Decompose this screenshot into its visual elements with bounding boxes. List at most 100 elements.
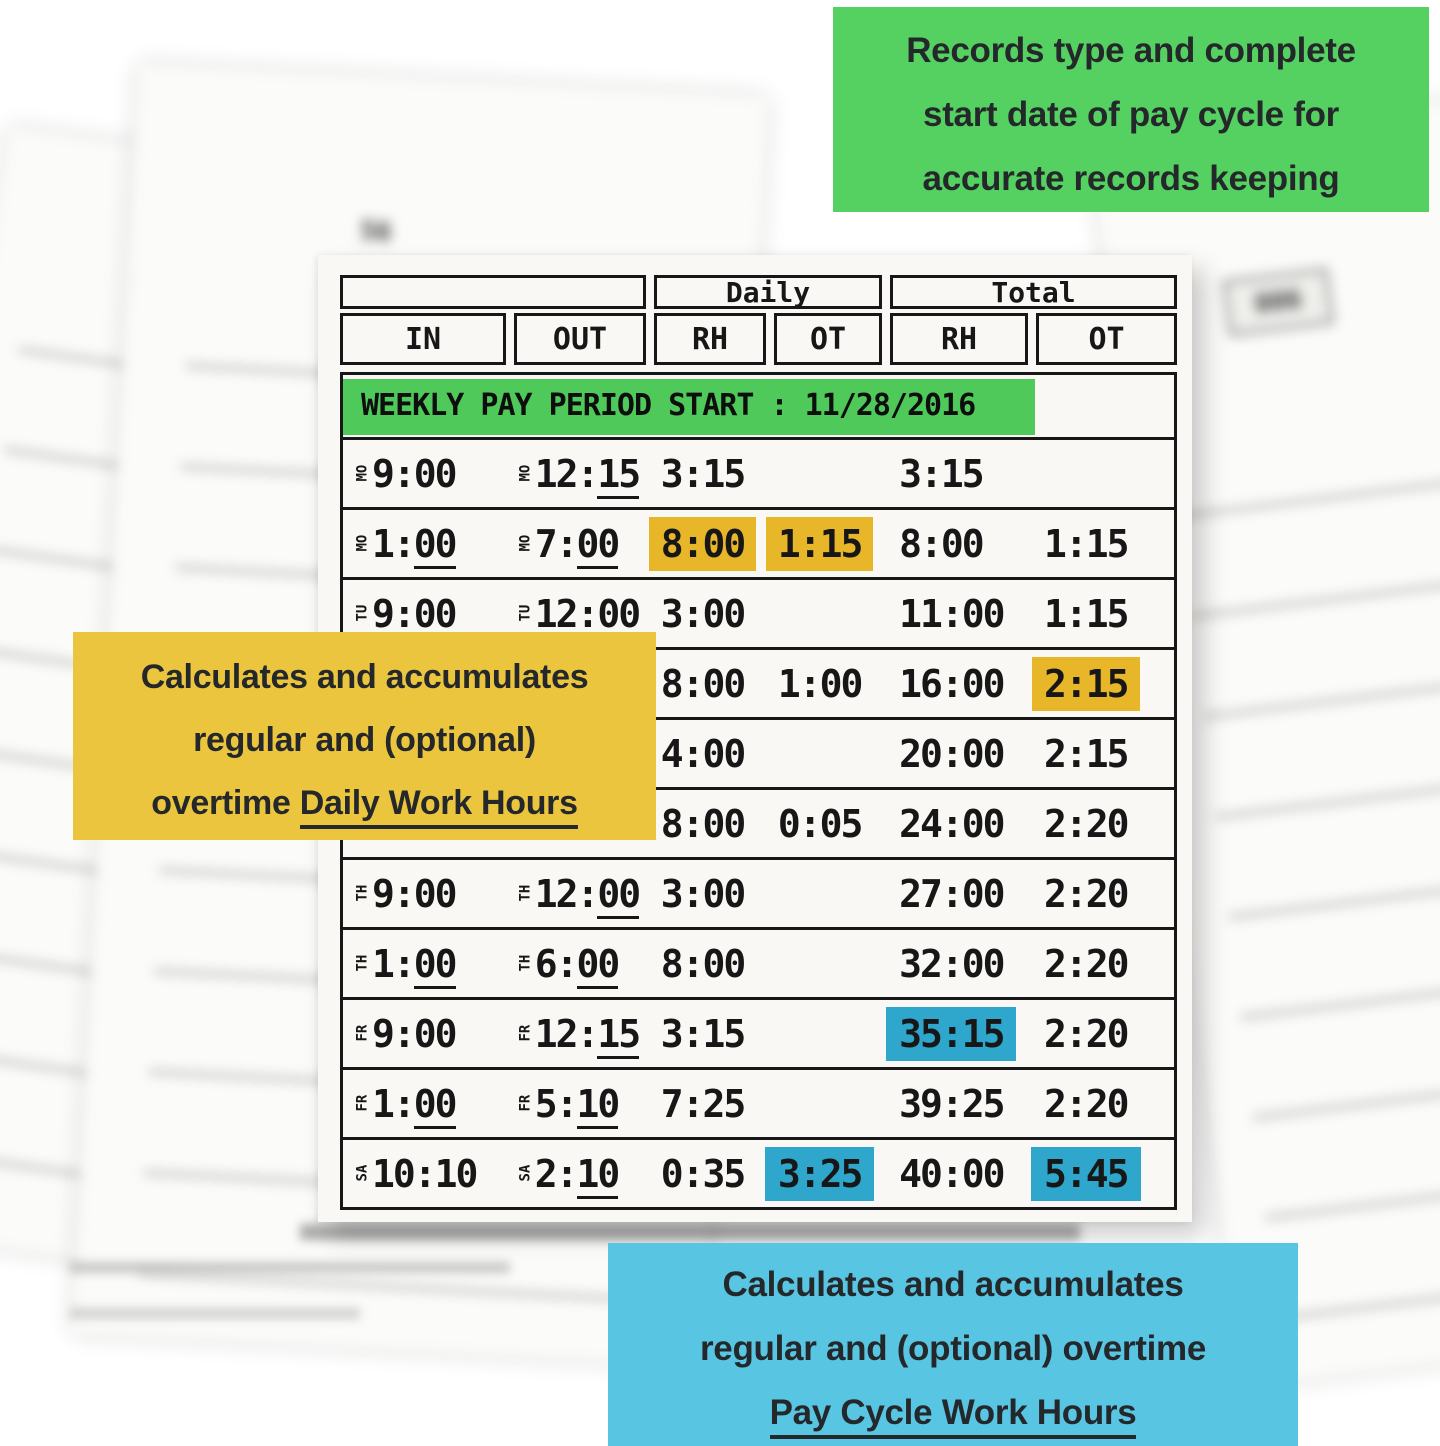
time-value: 32:00 bbox=[899, 941, 1005, 986]
underlined-phrase: Pay Cycle Work Hours bbox=[769, 1393, 1137, 1439]
time-value: 2:20 bbox=[1044, 941, 1130, 986]
timecard-row: 4:00 20:00 2:15 bbox=[343, 717, 1174, 787]
cell-trh: 11:00 bbox=[889, 592, 1026, 636]
day-code: TU bbox=[517, 604, 534, 621]
timecard-row: TH 1:00 TH 6:00 8:00 32:00 2:20 bbox=[343, 927, 1174, 997]
day-code: TH bbox=[517, 954, 534, 971]
cell-drh: 0:35 bbox=[655, 1152, 766, 1196]
time-value: 2:20 bbox=[1044, 1081, 1130, 1126]
callout-line: Records type and complete bbox=[906, 31, 1356, 70]
cell-trh: 40:00 bbox=[889, 1152, 1026, 1196]
time-value: 1:15 bbox=[1044, 591, 1130, 636]
cell-out: FR 5:10 bbox=[516, 1081, 647, 1129]
cell-out: SA 2:10 bbox=[516, 1151, 647, 1199]
time-value: 1:00 bbox=[372, 1081, 458, 1129]
cell-in: FR 1:00 bbox=[343, 1081, 508, 1129]
background-smudge bbox=[300, 1224, 1080, 1240]
time-value: 1:15 bbox=[1044, 521, 1130, 566]
cell-out: MO 7:00 bbox=[516, 521, 647, 569]
time-value: 3:15 bbox=[660, 1011, 747, 1056]
time-value: 3:00 bbox=[660, 871, 747, 916]
background-form-lines bbox=[1167, 375, 1440, 1322]
background-smudge bbox=[70, 1308, 360, 1319]
cell-tot: 2:20 bbox=[1034, 1082, 1174, 1126]
time-value: 1:15 bbox=[765, 516, 874, 571]
timecard-rows: MO 9:00 MO 12:15 3:15 3:15 MO 1:00 MO 7:00 8:00 1:1… bbox=[343, 437, 1174, 1207]
cell-dot: 1:00 bbox=[774, 662, 881, 706]
cell-dot: 3:25 bbox=[764, 1146, 881, 1201]
time-value: 39:25 bbox=[899, 1081, 1005, 1126]
cell-out: FR 12:15 bbox=[516, 1011, 647, 1059]
time-value: 2:10 bbox=[535, 1151, 620, 1199]
time-value: 12:15 bbox=[535, 451, 641, 499]
pay-period-green-highlight bbox=[343, 379, 1035, 435]
time-value: 16:00 bbox=[899, 661, 1005, 706]
time-value: 8:00 bbox=[648, 516, 757, 571]
time-value: 2:20 bbox=[1044, 871, 1130, 916]
day-code: MO bbox=[517, 534, 534, 551]
cell-tot: 1:15 bbox=[1034, 522, 1174, 566]
cell-trh: 3:15 bbox=[889, 452, 1026, 496]
cell-drh: 4:00 bbox=[655, 732, 766, 776]
timecard-row: TH 9:00 TH 12:00 3:00 27:00 2:20 bbox=[343, 857, 1174, 927]
day-code: TH bbox=[354, 954, 371, 971]
time-value: 0:35 bbox=[660, 1151, 747, 1196]
callout-line: accurate records keeping bbox=[922, 159, 1340, 198]
cell-tot: 1:15 bbox=[1034, 592, 1174, 636]
cell-trh: 39:25 bbox=[889, 1082, 1026, 1126]
underlined-minutes: 15 bbox=[597, 451, 641, 499]
underlined-minutes: 00 bbox=[597, 871, 641, 919]
callout-line: regular and (optional) overtime bbox=[699, 1329, 1207, 1368]
callout-line: start date of pay cycle for bbox=[923, 95, 1339, 134]
time-value: 7:00 bbox=[535, 521, 620, 569]
time-value: 8:00 bbox=[660, 801, 747, 846]
cell-in: TH 1:00 bbox=[343, 941, 508, 989]
cell-drh: 3:00 bbox=[655, 872, 766, 916]
cell-dot: 1:15 bbox=[765, 516, 881, 571]
time-value: 5:10 bbox=[535, 1081, 620, 1129]
cell-tot: 5:45 bbox=[1031, 1146, 1174, 1201]
group-header-daily: Daily bbox=[654, 275, 882, 309]
underlined-minutes: 00 bbox=[597, 591, 641, 639]
column-header-out: OUT bbox=[514, 313, 646, 365]
cell-in: TU 9:00 bbox=[343, 592, 508, 636]
time-value: 8:00 bbox=[660, 941, 747, 986]
underlined-minutes: 00 bbox=[413, 941, 458, 989]
column-header-total-rh: RH bbox=[890, 313, 1028, 365]
cell-in: TH 9:00 bbox=[343, 872, 508, 916]
day-code: FR bbox=[354, 1024, 371, 1041]
time-value: 7:25 bbox=[660, 1081, 747, 1126]
pay-period-banner-row: WEEKLY PAY PERIOD START : 11/28/2016 bbox=[343, 375, 1174, 437]
background-card-number: 56 bbox=[359, 216, 393, 248]
time-value: 3:00 bbox=[660, 591, 747, 636]
callout-pay-cycle-work-hours: Calculates and accumulates regular and (… bbox=[608, 1243, 1298, 1446]
time-value: 2:20 bbox=[1044, 801, 1130, 846]
time-value: 2:20 bbox=[1044, 1011, 1130, 1056]
cell-dot: 0:05 bbox=[774, 802, 881, 846]
timecard-group-header-row: Daily Total bbox=[340, 275, 1177, 309]
cell-trh: 24:00 bbox=[889, 802, 1026, 846]
cell-drh: 7:25 bbox=[655, 1082, 766, 1126]
callout-line: Pay Cycle Work Hours bbox=[608, 1381, 1298, 1445]
underlined-minutes: 15 bbox=[597, 1011, 641, 1059]
time-value: 10:10 bbox=[372, 1151, 478, 1196]
cell-trh: 35:15 bbox=[886, 1006, 1026, 1061]
cell-tot: 2:20 bbox=[1034, 1012, 1174, 1056]
time-value: 1:00 bbox=[372, 941, 458, 989]
timecard-row: SA 10:10 SA 2:10 0:35 3:25 40:00 5:45 bbox=[343, 1137, 1174, 1207]
cell-trh: 20:00 bbox=[889, 732, 1026, 776]
cell-tot: 2:20 bbox=[1034, 942, 1174, 986]
day-code: FR bbox=[517, 1024, 534, 1041]
underlined-minutes: 00 bbox=[413, 521, 458, 569]
underlined-minutes: 10 bbox=[576, 1151, 620, 1199]
callout-line-prefix: overtime bbox=[151, 784, 300, 822]
background-card-number: 006 bbox=[1222, 267, 1334, 337]
timecard-row: FR 9:00 FR 12:15 3:15 35:15 2:20 bbox=[343, 997, 1174, 1067]
underlined-minutes: 00 bbox=[576, 521, 620, 569]
underlined-minutes: 10 bbox=[576, 1081, 620, 1129]
day-code: SA bbox=[517, 1164, 534, 1181]
cell-out: MO 12:15 bbox=[516, 451, 647, 499]
time-value: 3:15 bbox=[660, 451, 747, 496]
underlined-minutes: 00 bbox=[413, 1081, 458, 1129]
cell-in: MO 9:00 bbox=[343, 452, 508, 496]
